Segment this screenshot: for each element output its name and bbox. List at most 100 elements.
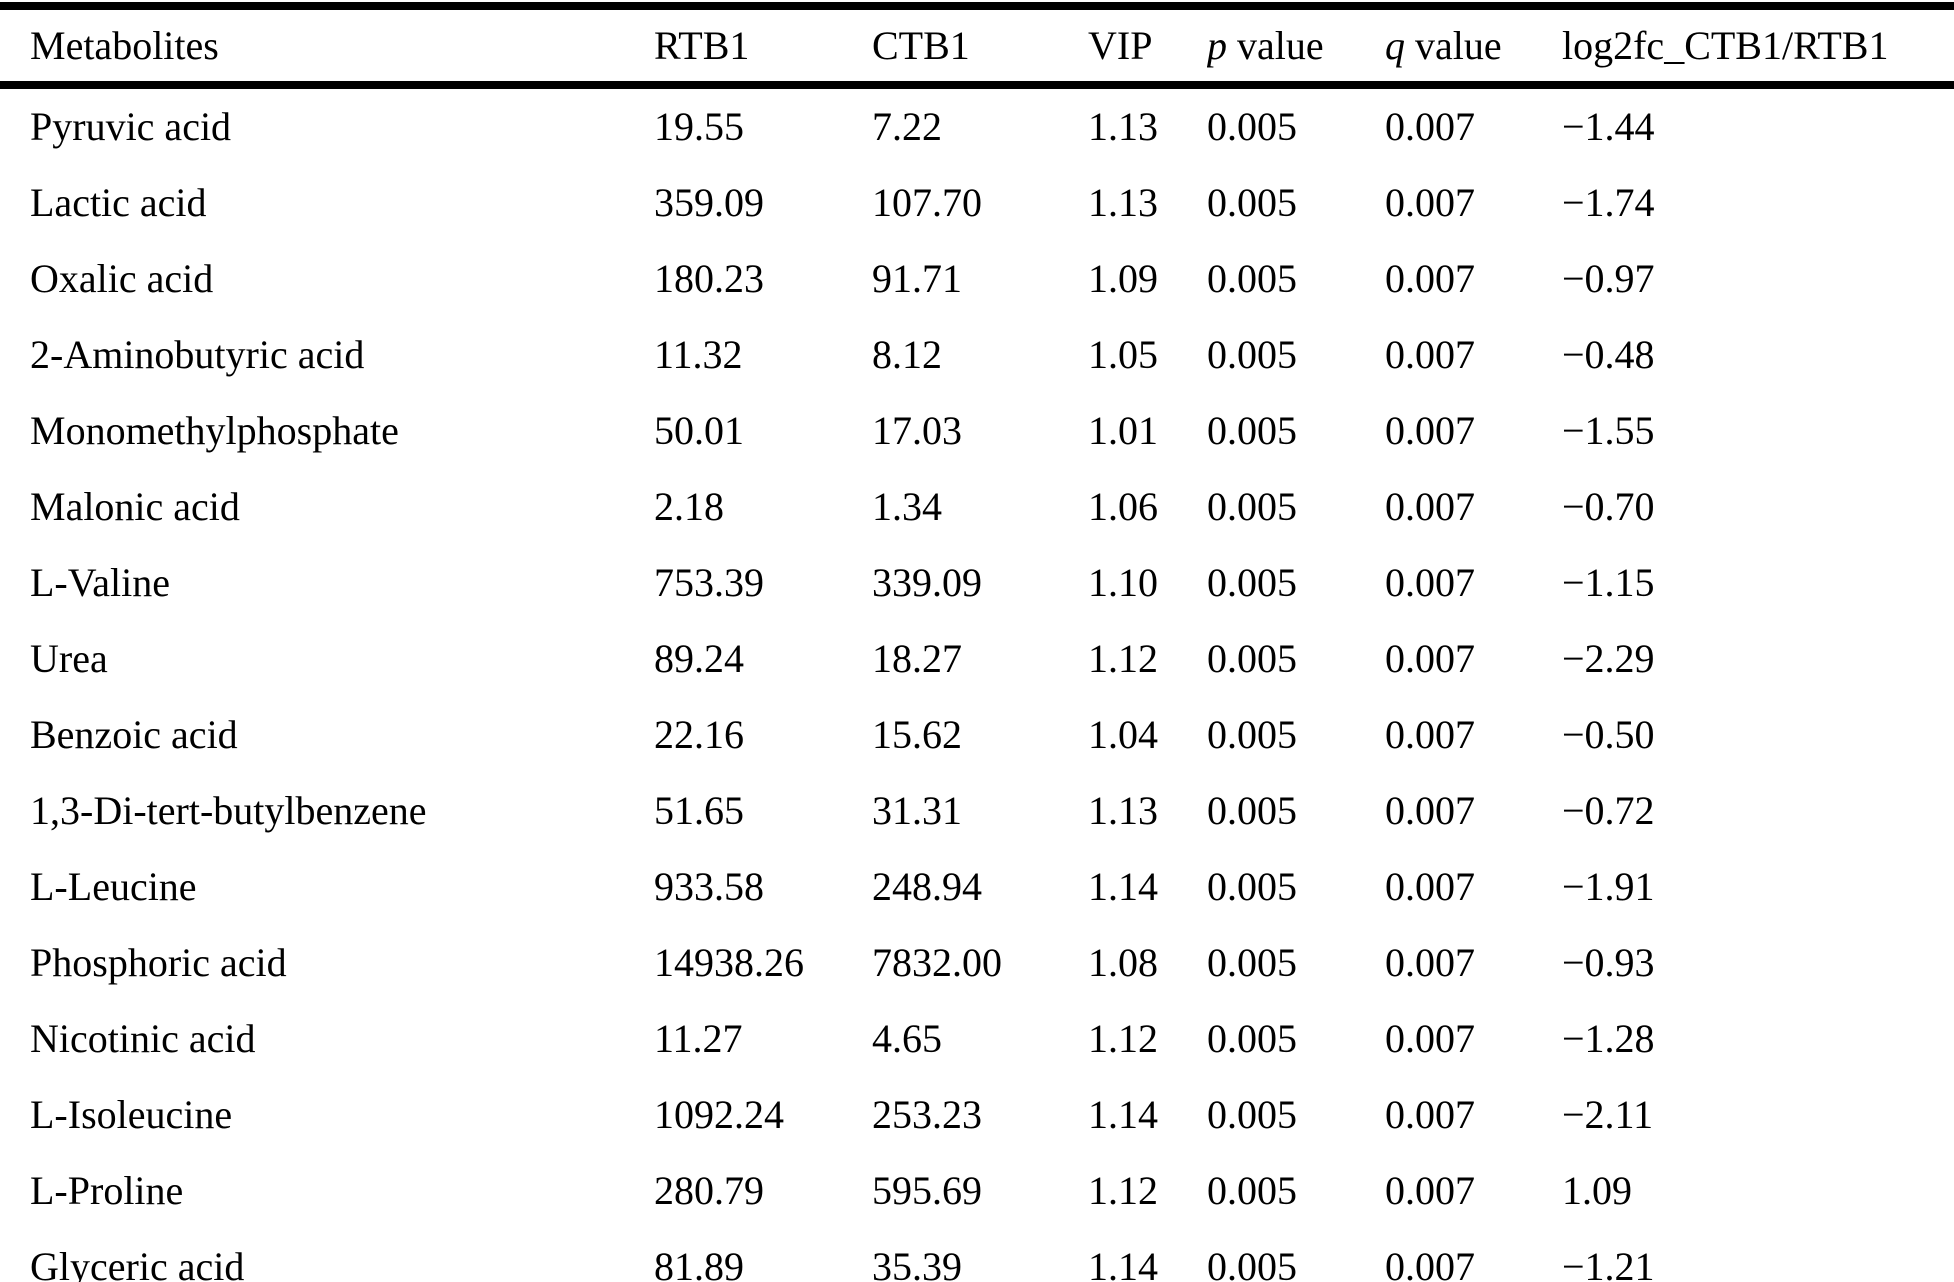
value-cell: 1.14	[1088, 1092, 1158, 1137]
table-row: Glyceric acid 81.89 35.39 1.14 0.005 0.007 −1.…	[0, 1229, 1954, 1282]
table-row: L-Isoleucine 1092.24 253.23 1.14 0.005 0.007 −…	[0, 1077, 1954, 1153]
metabolite-name-cell: Monomethylphosphate	[30, 408, 399, 453]
value-cell: 89.24	[654, 636, 744, 681]
table-header: Metabolites RTB1 CTB1 VIP p value q value log2…	[0, 6, 1954, 89]
value-cell: 0.005	[1207, 1092, 1297, 1137]
value-cell: 0.007	[1385, 104, 1475, 149]
value-cell: 107.70	[872, 180, 982, 225]
value-cell: 0.007	[1385, 560, 1475, 605]
metabolite-name-cell: Lactic acid	[30, 180, 207, 225]
value-cell: 35.39	[872, 1244, 962, 1282]
value-cell: 1.01	[1088, 408, 1158, 453]
value-cell: −1.91	[1562, 864, 1655, 909]
metabolite-name-cell: 2-Aminobutyric acid	[30, 332, 365, 377]
table-body: Pyruvic acid 19.55 7.22 1.13 0.005 0.007 −1.44…	[0, 85, 1954, 1282]
value-cell: 0.007	[1385, 180, 1475, 225]
value-cell: 0.007	[1385, 712, 1475, 757]
value-cell: 11.27	[654, 1016, 743, 1061]
value-cell: 0.005	[1207, 180, 1297, 225]
value-cell: 0.007	[1385, 788, 1475, 833]
value-cell: 0.005	[1207, 256, 1297, 301]
italic-symbol: q	[1385, 22, 1405, 68]
value-cell: 1.10	[1088, 560, 1158, 605]
value-cell: 339.09	[872, 560, 982, 605]
column-header-4: p value	[1207, 6, 1385, 89]
table-row: 2-Aminobutyric acid 11.32 8.12 1.05 0.005 0.0…	[0, 317, 1954, 393]
value-cell: 1.13	[1088, 180, 1158, 225]
value-cell: 1.14	[1088, 1244, 1158, 1282]
value-cell: 17.03	[872, 408, 962, 453]
value-cell: 359.09	[654, 180, 764, 225]
value-cell: 1.05	[1088, 332, 1158, 377]
table-row: L-Proline 280.79 595.69 1.12 0.005 0.007 1.09	[0, 1153, 1954, 1229]
value-cell: 0.005	[1207, 636, 1297, 681]
value-cell: 31.31	[872, 788, 962, 833]
value-cell: 2.18	[654, 484, 724, 529]
value-cell: −0.97	[1562, 256, 1655, 301]
value-cell: 0.005	[1207, 788, 1297, 833]
italic-symbol: p	[1207, 22, 1227, 68]
value-cell: 753.39	[654, 560, 764, 605]
table-row: 1,3-Di-tert-butylbenzene 51.65 31.31 1.13 0.…	[0, 773, 1954, 849]
table-row: Oxalic acid 180.23 91.71 1.09 0.005 0.007 −0.9…	[0, 241, 1954, 317]
value-cell: 253.23	[872, 1092, 982, 1137]
value-cell: 0.005	[1207, 1168, 1297, 1213]
value-cell: 1.08	[1088, 940, 1158, 985]
value-cell: 0.005	[1207, 408, 1297, 453]
table-row: Phosphoric acid 14938.26 7832.00 1.08 0.005 0…	[0, 925, 1954, 1001]
value-cell: −0.50	[1562, 712, 1655, 757]
metabolite-name-cell: Benzoic acid	[30, 712, 238, 757]
value-cell: −1.21	[1562, 1244, 1655, 1282]
value-cell: 0.007	[1385, 1092, 1475, 1137]
value-cell: −0.72	[1562, 788, 1655, 833]
metabolite-name-cell: L-Leucine	[30, 864, 197, 909]
value-cell: 91.71	[872, 256, 962, 301]
value-cell: 0.005	[1207, 332, 1297, 377]
metabolite-name-cell: Pyruvic acid	[30, 104, 232, 149]
value-cell: 19.55	[654, 104, 744, 149]
value-cell: 0.005	[1207, 1016, 1297, 1061]
value-cell: −0.93	[1562, 940, 1655, 985]
value-cell: 0.007	[1385, 332, 1475, 377]
column-header-6: log2fc_CTB1/RTB1	[1562, 6, 1954, 89]
value-cell: −1.15	[1562, 560, 1655, 605]
value-cell: 81.89	[654, 1244, 744, 1282]
value-cell: 1.09	[1562, 1168, 1632, 1213]
value-cell: 15.62	[872, 712, 962, 757]
value-cell: −0.48	[1562, 332, 1655, 377]
column-header-0: Metabolites	[0, 6, 654, 89]
value-cell: 18.27	[872, 636, 962, 681]
value-cell: −1.55	[1562, 408, 1655, 453]
value-cell: 0.005	[1207, 712, 1297, 757]
value-cell: 51.65	[654, 788, 744, 833]
value-cell: 14938.26	[654, 940, 804, 985]
value-cell: −2.11	[1562, 1092, 1654, 1137]
value-cell: −1.74	[1562, 180, 1655, 225]
table-row: Benzoic acid 22.16 15.62 1.04 0.005 0.007 −0.5…	[0, 697, 1954, 773]
value-cell: 7.22	[872, 104, 942, 149]
metabolite-name-cell: Glyceric acid	[30, 1244, 245, 1282]
table-row: Monomethylphosphate 50.01 17.03 1.01 0.005 0.…	[0, 393, 1954, 469]
column-header-3: VIP	[1088, 6, 1207, 89]
value-cell: 50.01	[654, 408, 744, 453]
table-row: Malonic acid 2.18 1.34 1.06 0.005 0.007 −0.70	[0, 469, 1954, 545]
metabolite-name-cell: Nicotinic acid	[30, 1016, 256, 1061]
table-row: L-Valine 753.39 339.09 1.10 0.005 0.007 −1.15	[0, 545, 1954, 621]
column-header-5: q value	[1385, 6, 1562, 89]
value-cell: 0.007	[1385, 1244, 1475, 1282]
table-row: Lactic acid 359.09 107.70 1.13 0.005 0.007 −1.…	[0, 165, 1954, 241]
value-cell: 8.12	[872, 332, 942, 377]
value-cell: 1.14	[1088, 864, 1158, 909]
value-cell: 1.12	[1088, 636, 1158, 681]
value-cell: 0.005	[1207, 1244, 1297, 1282]
value-cell: 0.005	[1207, 484, 1297, 529]
value-cell: 0.007	[1385, 408, 1475, 453]
value-cell: 0.007	[1385, 1168, 1475, 1213]
value-cell: −1.28	[1562, 1016, 1655, 1061]
metabolite-name-cell: L-Proline	[30, 1168, 184, 1213]
value-cell: 595.69	[872, 1168, 982, 1213]
metabolite-name-cell: Phosphoric acid	[30, 940, 287, 985]
value-cell: 11.32	[654, 332, 743, 377]
